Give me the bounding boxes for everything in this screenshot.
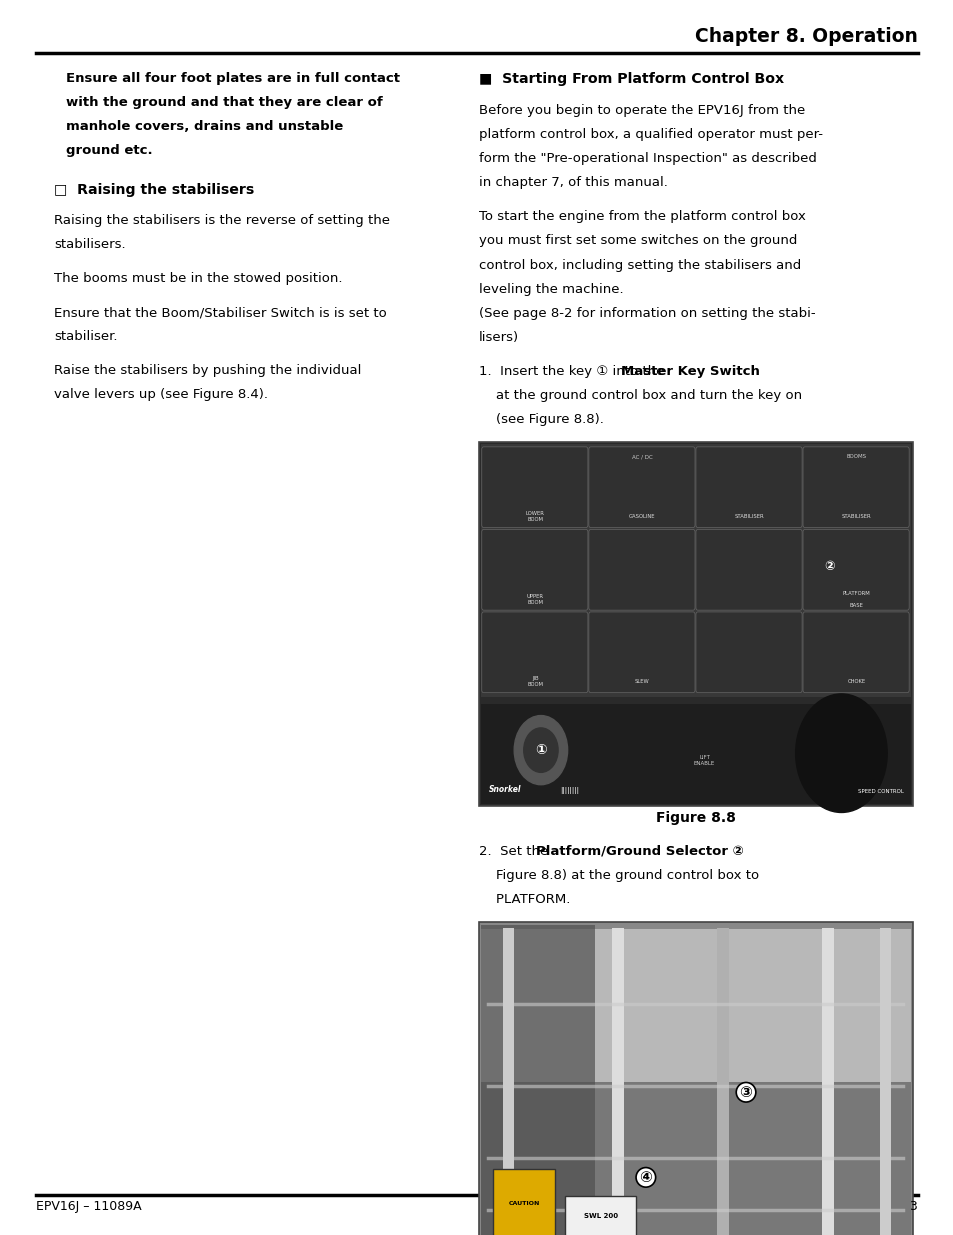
- Text: LOWER
BOOM: LOWER BOOM: [525, 511, 544, 522]
- Bar: [821, 929, 833, 1235]
- Text: □  Raising the stabilisers: □ Raising the stabilisers: [54, 183, 254, 196]
- Text: CAUTION: CAUTION: [509, 1202, 539, 1207]
- FancyBboxPatch shape: [588, 611, 694, 693]
- Text: Before you begin to operate the EPV16J from the: Before you begin to operate the EPV16J f…: [478, 104, 804, 117]
- Text: ground etc.: ground etc.: [66, 143, 152, 157]
- Bar: [564, 1197, 636, 1235]
- Text: ①: ①: [535, 743, 546, 757]
- Text: leveling the machine.: leveling the machine.: [478, 283, 623, 295]
- Bar: [480, 925, 595, 1235]
- Text: CHOKE: CHOKE: [846, 679, 864, 684]
- Text: manhole covers, drains and unstable: manhole covers, drains and unstable: [66, 120, 343, 133]
- Text: Snorkel: Snorkel: [488, 785, 520, 794]
- Text: PLATFORM

BASE: PLATFORM BASE: [841, 592, 869, 608]
- Bar: [480, 1082, 910, 1235]
- Text: Chapter 8. Operation: Chapter 8. Operation: [694, 27, 917, 46]
- Text: Ensure that the Boom/Stabiliser Switch is is set to: Ensure that the Boom/Stabiliser Switch i…: [54, 306, 387, 319]
- Text: AC / DC: AC / DC: [631, 454, 652, 459]
- Bar: [478, 923, 912, 1235]
- Text: 1.  Insert the key ① into the: 1. Insert the key ① into the: [478, 364, 668, 378]
- Circle shape: [523, 727, 558, 772]
- Bar: [480, 445, 910, 697]
- Text: form the "Pre-operational Inspection" as described: form the "Pre-operational Inspection" as…: [478, 152, 816, 165]
- Text: STABILISER: STABILISER: [734, 514, 763, 519]
- Bar: [480, 704, 910, 804]
- Text: (See page 8-2 for information on setting the stabi-: (See page 8-2 for information on setting…: [478, 306, 815, 320]
- Text: page  8 - 3: page 8 - 3: [849, 1200, 917, 1214]
- Circle shape: [514, 715, 567, 784]
- Bar: [879, 929, 890, 1235]
- Text: Ensure all four foot plates are in full contact: Ensure all four foot plates are in full …: [66, 72, 399, 85]
- Bar: [717, 929, 728, 1235]
- Text: ■  Starting From Platform Control Box: ■ Starting From Platform Control Box: [478, 72, 783, 85]
- FancyBboxPatch shape: [481, 447, 587, 527]
- Text: at the ground control box and turn the key on: at the ground control box and turn the k…: [478, 389, 801, 401]
- Text: ||||||||: ||||||||: [559, 787, 578, 794]
- Text: EPV16J – 11089A: EPV16J – 11089A: [36, 1200, 142, 1214]
- Text: The booms must be in the stowed position.: The booms must be in the stowed position…: [54, 272, 342, 285]
- Text: ③: ③: [739, 1084, 752, 1099]
- Text: SLEW: SLEW: [635, 679, 649, 684]
- FancyBboxPatch shape: [802, 611, 908, 693]
- Text: SWL 200: SWL 200: [583, 1213, 618, 1219]
- Text: ②: ②: [823, 561, 834, 573]
- FancyBboxPatch shape: [802, 447, 908, 527]
- Text: PLATFORM.: PLATFORM.: [478, 893, 570, 906]
- FancyBboxPatch shape: [588, 447, 694, 527]
- Text: with the ground and that they are clear of: with the ground and that they are clear …: [66, 96, 382, 109]
- Text: control box, including setting the stabilisers and: control box, including setting the stabi…: [478, 258, 801, 272]
- Text: valve levers up (see Figure 8.4).: valve levers up (see Figure 8.4).: [54, 388, 268, 401]
- Text: you must first set some switches on the ground: you must first set some switches on the …: [478, 235, 797, 247]
- Text: stabiliser.: stabiliser.: [54, 330, 118, 343]
- FancyBboxPatch shape: [481, 611, 587, 693]
- Text: 2.  Set the: 2. Set the: [478, 845, 552, 858]
- Text: Figure 8.8: Figure 8.8: [656, 811, 735, 825]
- Bar: [478, 442, 912, 806]
- Text: BOOMS: BOOMS: [845, 454, 865, 459]
- Text: STABILISER: STABILISER: [841, 514, 870, 519]
- FancyBboxPatch shape: [481, 530, 587, 610]
- Text: GASOLINE: GASOLINE: [628, 514, 655, 519]
- FancyBboxPatch shape: [588, 530, 694, 610]
- Text: SPEED CONTROL: SPEED CONTROL: [857, 789, 902, 794]
- Bar: [502, 929, 514, 1235]
- Text: Platform/Ground Selector ②: Platform/Ground Selector ②: [535, 845, 742, 858]
- FancyBboxPatch shape: [696, 611, 801, 693]
- Text: Raise the stabilisers by pushing the individual: Raise the stabilisers by pushing the ind…: [54, 364, 361, 377]
- Bar: [493, 1170, 555, 1235]
- Text: lisers): lisers): [478, 331, 518, 343]
- Text: JIB
BOOM: JIB BOOM: [527, 677, 543, 687]
- Bar: [612, 929, 623, 1235]
- Text: To start the engine from the platform control box: To start the engine from the platform co…: [478, 210, 805, 224]
- Text: platform control box, a qualified operator must per-: platform control box, a qualified operat…: [478, 128, 822, 141]
- Text: (see Figure 8.8).: (see Figure 8.8).: [478, 412, 603, 426]
- Circle shape: [795, 694, 886, 813]
- FancyBboxPatch shape: [696, 530, 801, 610]
- Text: ④: ④: [639, 1170, 652, 1184]
- Text: Figure 8.8) at the ground control box to: Figure 8.8) at the ground control box to: [478, 869, 759, 882]
- FancyBboxPatch shape: [802, 530, 908, 610]
- Text: LIFT
ENABLE: LIFT ENABLE: [693, 755, 715, 766]
- FancyBboxPatch shape: [696, 447, 801, 527]
- Text: stabilisers.: stabilisers.: [54, 238, 126, 251]
- Text: Raising the stabilisers is the reverse of setting the: Raising the stabilisers is the reverse o…: [54, 214, 390, 227]
- Bar: [480, 929, 910, 1086]
- Text: UPPER
BOOM: UPPER BOOM: [526, 594, 543, 605]
- Text: in chapter 7, of this manual.: in chapter 7, of this manual.: [478, 177, 667, 189]
- Text: Master Key Switch: Master Key Switch: [620, 364, 759, 378]
